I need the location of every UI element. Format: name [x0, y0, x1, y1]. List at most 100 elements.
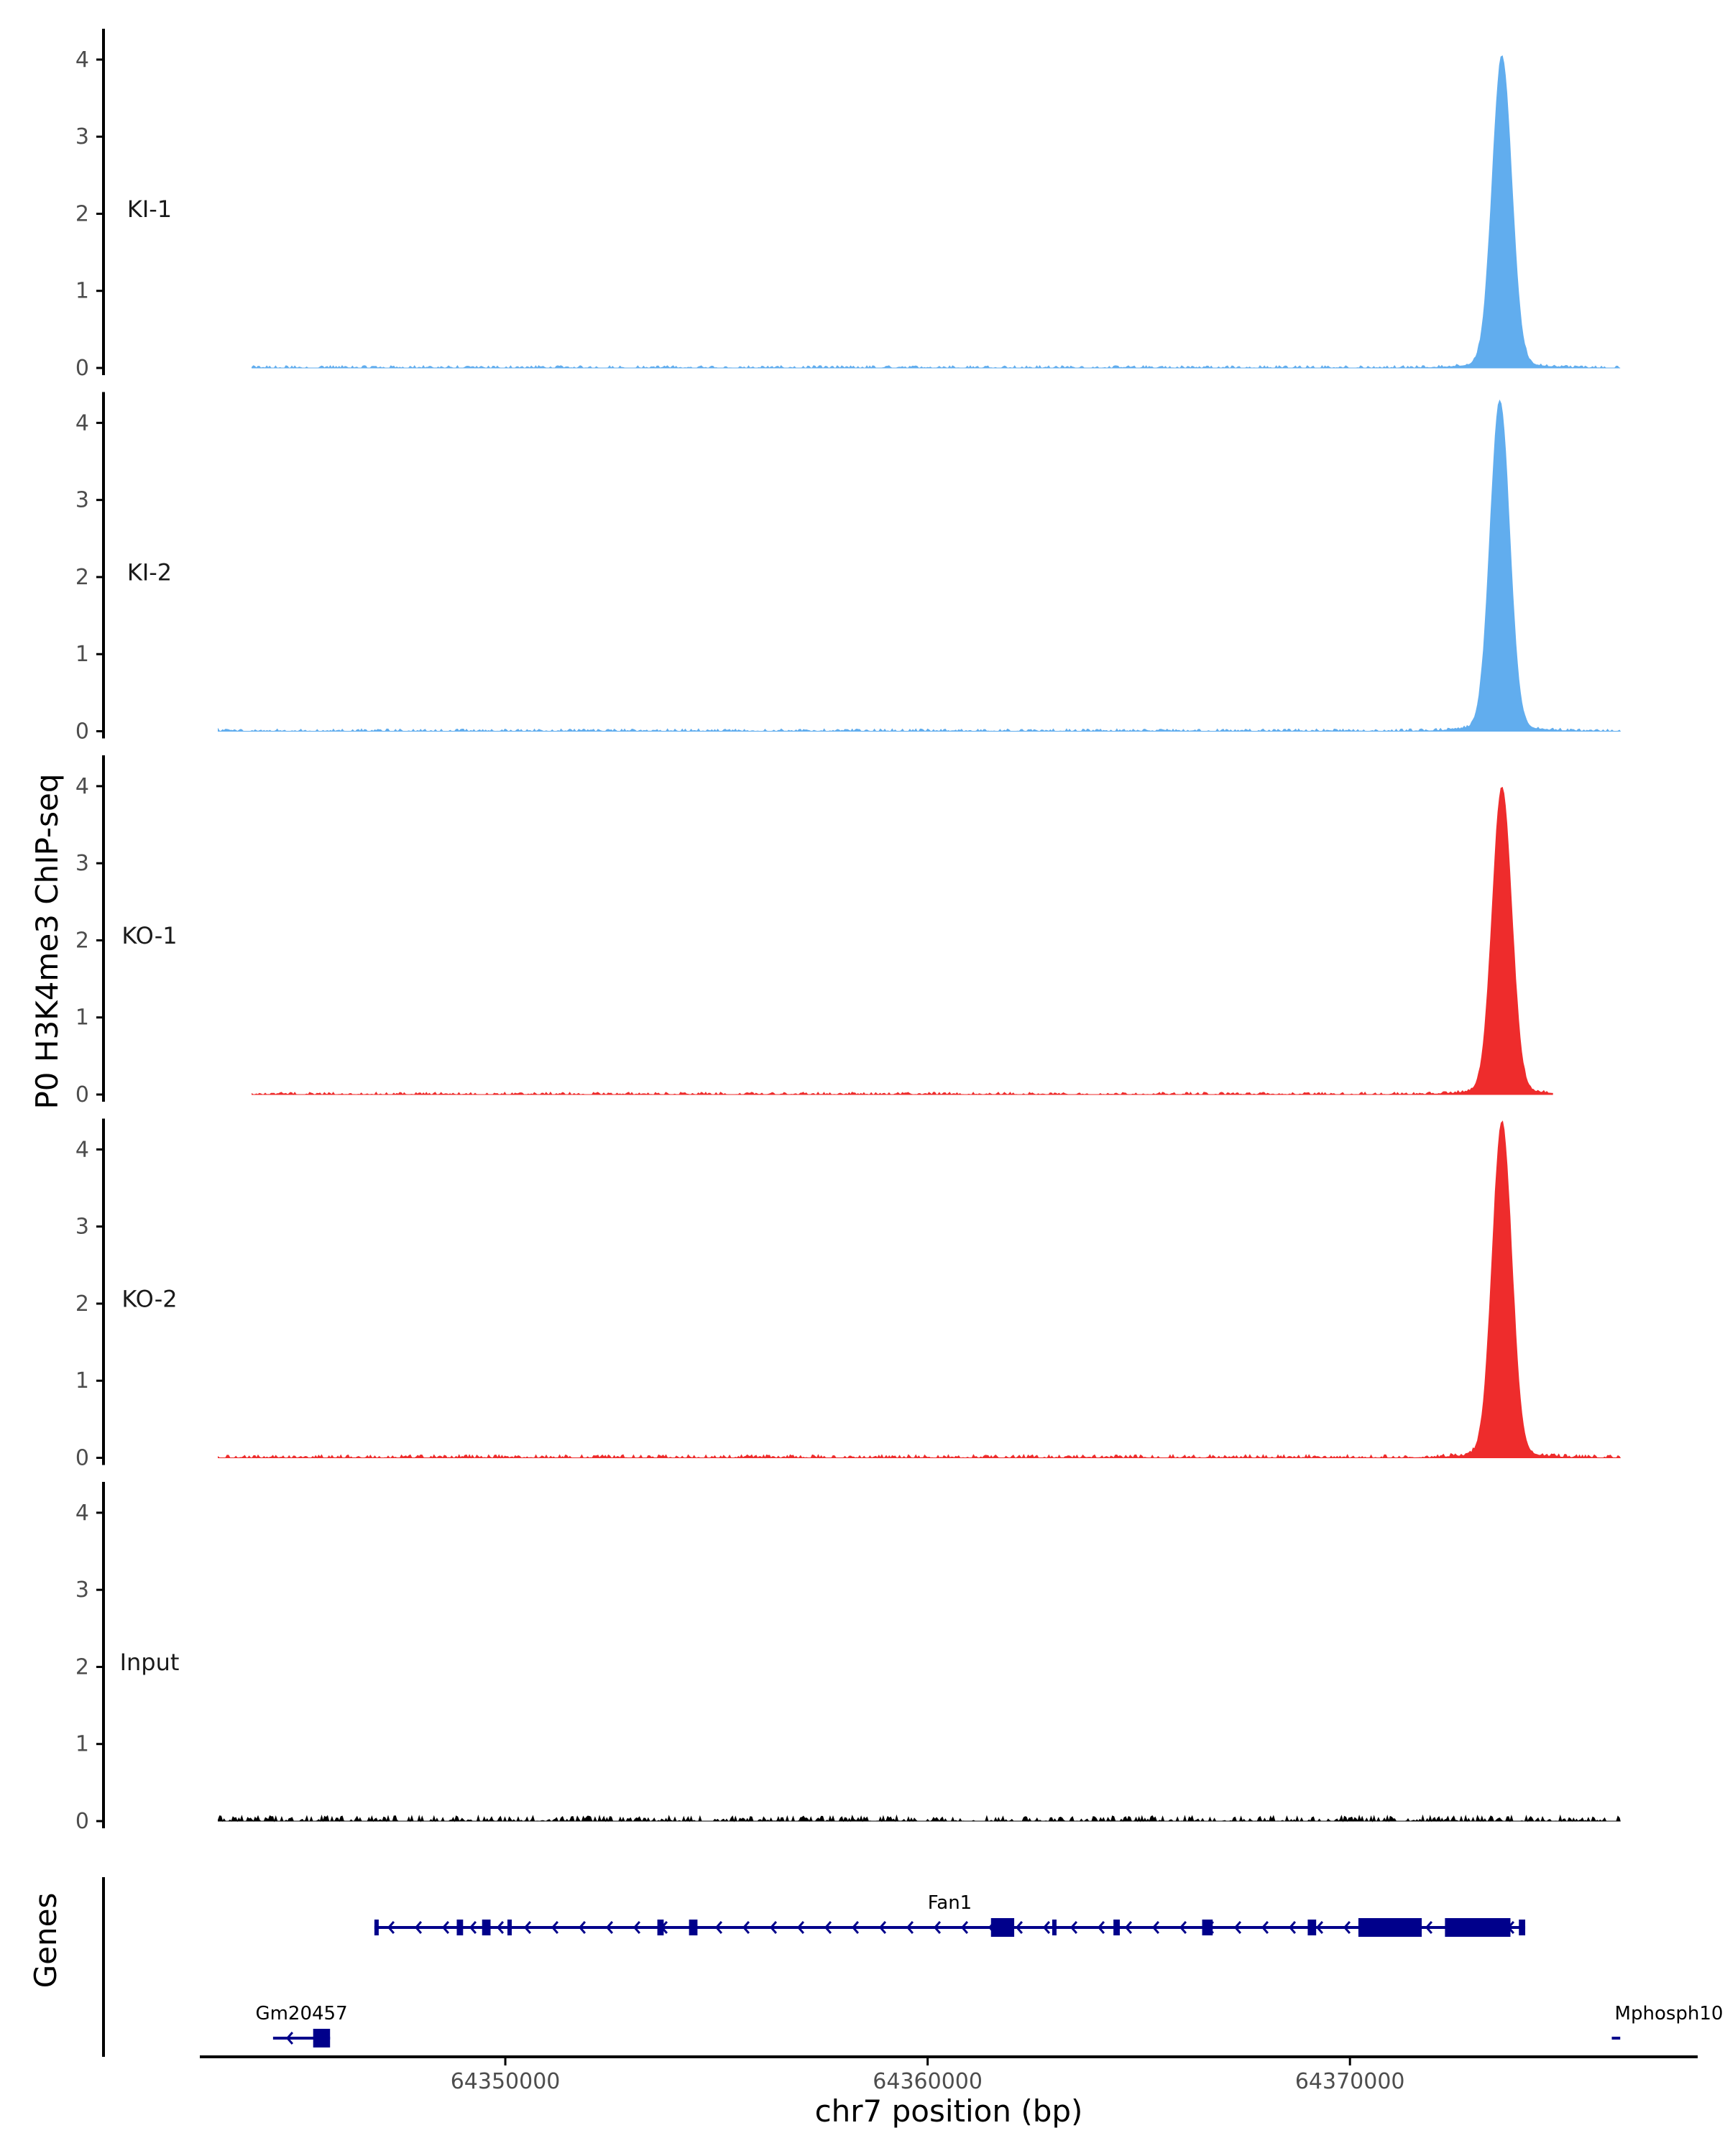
strand-arrow-icon: [1315, 1921, 1324, 1934]
strand-arrow-icon: [769, 1921, 778, 1934]
y-tick-label: 0: [75, 719, 89, 745]
gene-annotation-panel: Fan1 Gm20457 Mphosph10: [102, 1877, 1724, 2057]
y-tick-label: 0: [75, 1446, 89, 1471]
track-label: KO-2: [121, 1286, 177, 1313]
strand-arrow-icon: [742, 1921, 750, 1934]
strand-arrow-icon: [1179, 1921, 1187, 1934]
signal-tracks: 0 1 2 3 4 KI-1 0 1 2 3 4 KI-2 0 1 2 3 4 KO-1 0 1 2 3 4 KO-2 0 1 2 3…: [75, 29, 1622, 1834]
y-tick-label: 3: [75, 488, 89, 513]
strand-arrow-icon: [387, 1921, 395, 1934]
y-tick-label: 3: [75, 124, 89, 149]
signal-area: [252, 786, 1553, 1095]
gene-exon: [657, 1920, 664, 1935]
y-tick-label: 1: [75, 279, 89, 304]
strand-arrow-icon: [441, 1921, 450, 1934]
y-tick-label: 1: [75, 642, 89, 667]
gene-exon: [1307, 1920, 1317, 1935]
y-tick-label: 4: [75, 1501, 89, 1526]
strand-arrow-icon: [1425, 1921, 1433, 1934]
y-tick-label: 2: [75, 1291, 89, 1317]
gene-fan1: Fan1: [374, 1892, 1526, 1937]
strand-arrow-icon: [1151, 1921, 1160, 1934]
y-tick-label: 1: [75, 1732, 89, 1757]
strand-arrow-icon: [714, 1921, 723, 1934]
gene-exon: [689, 1920, 698, 1935]
track-ki-2: 0 1 2 3 4 KI-2: [75, 392, 1622, 745]
y-tick-label: 0: [75, 1082, 89, 1107]
strand-arrow-icon: [1124, 1921, 1133, 1934]
y-tick-label: 0: [75, 356, 89, 381]
gene-exon: [1445, 1918, 1511, 1937]
gene-label: Fan1: [928, 1892, 972, 1914]
track-label: KO-1: [121, 922, 177, 949]
strand-arrow-icon: [824, 1921, 832, 1934]
y-tick-label: 2: [75, 928, 89, 953]
y-tick-label: 3: [75, 851, 89, 876]
signal-area: [218, 1814, 1621, 1823]
genes-panel-title: Genes: [28, 1893, 63, 1989]
track-label: KI-1: [127, 195, 172, 223]
y-tick-label: 1: [75, 1005, 89, 1031]
y-tick-label: 2: [75, 565, 89, 590]
track-label: Input: [120, 1649, 180, 1676]
track-ki-1: 0 1 2 3 4 KI-1: [75, 29, 1621, 381]
strand-arrow-icon: [285, 2032, 294, 2045]
strand-arrow-icon: [878, 1921, 887, 1934]
gene-exon: [507, 1920, 512, 1935]
y-tick-label: 2: [75, 1654, 89, 1680]
strand-arrow-icon: [1097, 1921, 1105, 1934]
strand-arrow-icon: [414, 1921, 423, 1934]
gene-exon: [1358, 1918, 1422, 1937]
gene-exon: [313, 2029, 331, 2047]
strand-arrow-icon: [1233, 1921, 1242, 1934]
gene-exon: [482, 1920, 491, 1935]
y-tick-label: 4: [75, 774, 89, 799]
gene-label: Mphosph10: [1615, 2003, 1724, 2024]
strand-arrow-icon: [469, 1921, 477, 1934]
signal-area: [218, 1120, 1622, 1459]
strand-arrow-icon: [578, 1921, 586, 1934]
track-ko-1: 0 1 2 3 4 KO-1: [75, 755, 1553, 1107]
gene-exon: [374, 1920, 379, 1935]
x-tick-label: 64370000: [1295, 2069, 1405, 2094]
strand-arrow-icon: [851, 1921, 860, 1934]
y-axis-title: P0 H3K4me3 ChIP-seq: [29, 773, 65, 1109]
x-axis: 64350000 64360000 64370000: [200, 2055, 1698, 2094]
x-axis-title: chr7 position (bp): [815, 2093, 1083, 2129]
strand-arrow-icon: [933, 1921, 942, 1934]
strand-arrow-icon: [1261, 1921, 1269, 1934]
strand-arrow-icon: [1288, 1921, 1297, 1934]
track-input: 0 1 2 3 4 Input: [75, 1482, 1621, 1834]
gene-exon: [990, 1918, 1015, 1937]
y-tick-label: 4: [75, 1137, 89, 1162]
x-tick-label: 64350000: [451, 2069, 561, 2094]
gene-exon: [1052, 1920, 1057, 1935]
strand-arrow-icon: [523, 1921, 532, 1934]
gene-exon: [1113, 1920, 1120, 1935]
strand-arrow-icon: [1042, 1921, 1051, 1934]
y-tick-label: 3: [75, 1215, 89, 1240]
y-tick-label: 4: [75, 47, 89, 73]
strand-arrow-icon: [1015, 1921, 1024, 1934]
signal-area: [218, 399, 1622, 732]
y-tick-label: 4: [75, 410, 89, 436]
track-ko-2: 0 1 2 3 4 KO-2: [75, 1118, 1622, 1471]
gene-exon: [1202, 1920, 1213, 1935]
y-tick-label: 3: [75, 1577, 89, 1603]
strand-arrow-icon: [1070, 1921, 1078, 1934]
strand-arrow-icon: [906, 1921, 914, 1934]
y-tick-label: 0: [75, 1809, 89, 1834]
strand-arrow-icon: [1343, 1921, 1351, 1934]
signal-area: [252, 55, 1621, 369]
gene-exon: [456, 1920, 464, 1935]
gene-mphosph10: Mphosph10: [1611, 2003, 1724, 2040]
gene-exon: [1519, 1920, 1526, 1935]
strand-arrow-icon: [551, 1921, 559, 1934]
track-label: KI-2: [127, 559, 172, 586]
strand-arrow-icon: [632, 1921, 641, 1934]
strand-arrow-icon: [605, 1921, 614, 1934]
y-tick-label: 1: [75, 1368, 89, 1393]
gene-label: Gm20457: [255, 2003, 347, 2024]
strand-arrow-icon: [496, 1921, 505, 1934]
